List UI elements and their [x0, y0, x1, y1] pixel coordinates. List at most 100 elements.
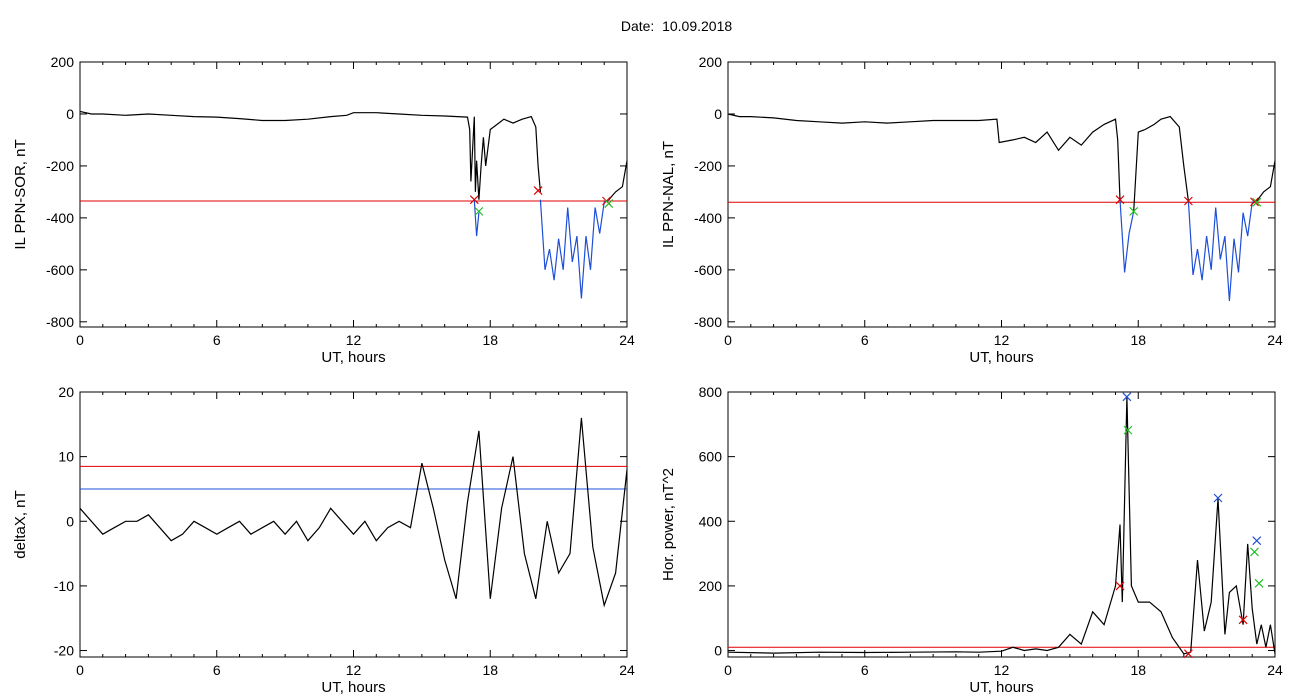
- plot-frame: [79, 61, 628, 328]
- cross-marker-stroke: [1123, 425, 1133, 435]
- x-tick-label: 6: [861, 332, 869, 348]
- y-tick-label: -800: [46, 314, 74, 330]
- cross-marker-stroke: [1129, 206, 1139, 216]
- x-tick-label: 0: [76, 662, 84, 678]
- chart-p1: 0 6 12 18 24 -800 -600 -400 -200 0 200 UT, hours IL …: [12, 54, 635, 366]
- series-line: [727, 113, 1121, 200]
- cross-marker-stroke: [1183, 196, 1193, 206]
- cross-marker: [1252, 197, 1262, 207]
- x-tick-label: 24: [619, 662, 635, 678]
- cross-marker: [474, 206, 484, 216]
- y-tick-label: -10: [54, 578, 74, 594]
- cross-marker-stroke: [1183, 649, 1193, 659]
- y-tick-label: 400: [699, 513, 723, 529]
- y-axis-label: Hor. power, nT^2: [660, 468, 677, 581]
- cross-marker: [1115, 581, 1125, 591]
- series-line: [79, 110, 541, 200]
- cross-marker: [1123, 425, 1133, 435]
- cross-marker-stroke: [469, 195, 479, 205]
- x-tick-label: 12: [346, 332, 362, 348]
- series-line: [1133, 115, 1189, 212]
- cross-marker-stroke: [474, 206, 484, 216]
- series-line: [727, 396, 1276, 655]
- figure-title: Date: 10.09.2018: [620, 18, 733, 34]
- x-tick-label: 24: [1267, 662, 1283, 678]
- cross-marker-stroke: [1122, 392, 1132, 402]
- y-tick-label: -200: [46, 158, 74, 174]
- y-tick-label: 10: [58, 449, 74, 465]
- y-tick-label: 800: [699, 384, 723, 400]
- cross-marker: [533, 186, 543, 196]
- x-axis-label: UT, hours: [969, 349, 1033, 366]
- series-line: [79, 417, 628, 608]
- x-tick-label: 18: [1130, 332, 1146, 348]
- series-line: [1256, 160, 1276, 202]
- y-tick-label: 0: [714, 106, 722, 122]
- x-tick-label: 12: [994, 332, 1010, 348]
- cross-marker-stroke: [533, 186, 543, 196]
- cross-marker: [1254, 578, 1264, 588]
- y-tick-label: 0: [66, 513, 74, 529]
- cross-marker-stroke: [1254, 578, 1264, 588]
- cross-marker-stroke: [1252, 536, 1262, 546]
- cross-marker-stroke: [1252, 197, 1262, 207]
- x-tick-label: 0: [724, 662, 732, 678]
- y-axis-label: IL PPN-SOR, nT: [12, 139, 29, 249]
- chart-p2: 0 6 12 18 24 -800 -600 -400 -200 0 200 UT, hours IL …: [660, 54, 1283, 366]
- x-tick-label: 12: [346, 662, 362, 678]
- cross-marker: [1250, 197, 1259, 207]
- cross-marker: [1115, 195, 1125, 205]
- x-tick-label: 24: [619, 332, 635, 348]
- x-tick-label: 6: [213, 332, 221, 348]
- x-axis-label: UT, hours: [969, 679, 1033, 696]
- x-tick-label: 6: [213, 662, 221, 678]
- cross-marker: [1238, 615, 1248, 625]
- x-tick-label: 6: [861, 662, 869, 678]
- series-line: [1119, 199, 1135, 273]
- chart-p4: 0 6 12 18 24 0 200 400 600 800 UT, hours Hor. power…: [660, 384, 1283, 696]
- cross-marker-stroke: [604, 199, 614, 209]
- y-axis-label: deltaX, nT: [12, 490, 29, 558]
- x-tick-label: 24: [1267, 332, 1283, 348]
- y-tick-label: 20: [58, 384, 74, 400]
- y-tick-label: -20: [54, 643, 74, 659]
- y-tick-label: -400: [46, 210, 74, 226]
- y-tick-label: 200: [51, 54, 75, 70]
- cross-marker: [1122, 392, 1132, 402]
- cross-marker: [1129, 206, 1139, 216]
- cross-marker: [1183, 196, 1193, 206]
- x-axis-label: UT, hours: [321, 349, 385, 366]
- y-tick-label: 200: [699, 578, 723, 594]
- cross-marker: [1252, 536, 1262, 546]
- cross-marker-stroke: [1250, 197, 1259, 207]
- x-tick-label: 12: [994, 662, 1010, 678]
- cross-marker-stroke: [1250, 547, 1259, 557]
- cross-marker: [469, 195, 479, 205]
- y-tick-label: -600: [694, 262, 722, 278]
- series-line: [608, 160, 628, 201]
- cross-marker: [1183, 649, 1193, 659]
- y-tick-label: 0: [66, 106, 74, 122]
- y-tick-label: -400: [694, 210, 722, 226]
- cross-marker: [604, 199, 614, 209]
- x-axis-label: UT, hours: [321, 679, 385, 696]
- x-tick-label: 0: [724, 332, 732, 348]
- cross-marker-stroke: [1213, 493, 1223, 503]
- y-tick-label: 600: [699, 449, 723, 465]
- series-line: [539, 199, 610, 299]
- x-tick-label: 18: [482, 662, 498, 678]
- y-axis-label: IL PPN-NAL, nT: [660, 141, 677, 248]
- cross-marker-stroke: [1238, 615, 1248, 625]
- y-tick-label: -200: [694, 158, 722, 174]
- y-tick-label: -600: [46, 262, 74, 278]
- x-tick-label: 18: [1130, 662, 1146, 678]
- chart-p3: 0 6 12 18 24 -20 -10 0 10 20 UT, hours deltaX, nT: [12, 384, 635, 696]
- cross-marker-stroke: [1115, 581, 1125, 591]
- series-line: [1187, 200, 1257, 302]
- y-tick-label: 0: [714, 643, 722, 659]
- cross-marker: [1250, 547, 1259, 557]
- plot-frame: [727, 61, 1276, 328]
- y-tick-label: 200: [699, 54, 723, 70]
- series-line: [473, 199, 480, 237]
